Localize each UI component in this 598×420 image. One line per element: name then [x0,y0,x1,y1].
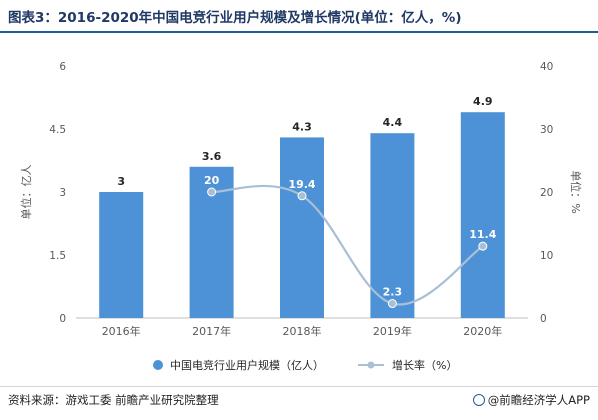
bar-value-label: 4.3 [292,120,312,133]
publisher-logo-icon [472,394,485,406]
x-tick-label: 2018年 [283,324,322,338]
data-labels: 3 3.6 4.3 4.4 4.9 20 19.4 2.3 11.4 [117,95,496,298]
line-value-label: 11.4 [469,228,496,241]
bar-value-label: 3.6 [202,150,222,163]
right-axis-title: 单位：% [569,170,583,213]
right-tick-label: 30 [540,124,553,136]
line-point [478,241,488,251]
bar-value-label: 3 [117,175,125,188]
bar [280,137,324,318]
x-tick-label: 2017年 [192,324,231,338]
legend-bar-swatch [153,360,163,370]
right-tick-label: 10 [540,250,553,262]
right-tick-label: 40 [540,61,553,73]
credit-note: @前瞻经济学人APP [472,392,590,408]
footer-divider [0,386,598,387]
legend-line-label: 增长率（%） [392,358,457,372]
left-tick-label: 4.5 [49,124,66,136]
x-tick-label: 2020年 [463,324,502,338]
line-series [207,184,488,309]
left-axis-title: 单位：亿人 [19,165,33,220]
line-value-label: 2.3 [383,286,403,299]
bar [99,192,144,318]
growth-line [211,184,484,306]
bar-value-label: 4.9 [473,95,493,108]
line-point [387,299,397,309]
legend-bar-label: 中国电竞行业用户规模（亿人） [170,358,324,372]
source-note: 资料来源：游戏工委 前瞻产业研究院整理 [8,393,219,407]
legend-line-marker [367,361,375,369]
chart-title: 图表3：2016-2020年中国电竞行业用户规模及增长情况(单位：亿人，%) [8,10,462,26]
credit-text: @前瞻经济学人APP [487,393,590,407]
bar-series [99,112,505,318]
left-tick-label: 0 [59,313,66,325]
x-tick-label: 2016年 [102,324,141,338]
line-point [207,187,217,197]
bar [460,112,505,318]
line-point [297,191,307,201]
left-tick-label: 1.5 [49,250,66,262]
right-tick-label: 0 [540,313,547,325]
title-divider [0,31,598,33]
line-value-label: 19.4 [288,178,315,191]
left-tick-label: 3 [59,187,66,199]
line-value-label: 20 [204,174,220,187]
bar-value-label: 4.4 [383,116,403,129]
left-tick-label: 6 [59,61,66,73]
x-tick-label: 2019年 [373,324,412,338]
right-tick-label: 20 [540,187,553,199]
bar [370,133,415,318]
chart-legend: 中国电竞行业用户规模（亿人） 增长率（%） [153,358,457,372]
